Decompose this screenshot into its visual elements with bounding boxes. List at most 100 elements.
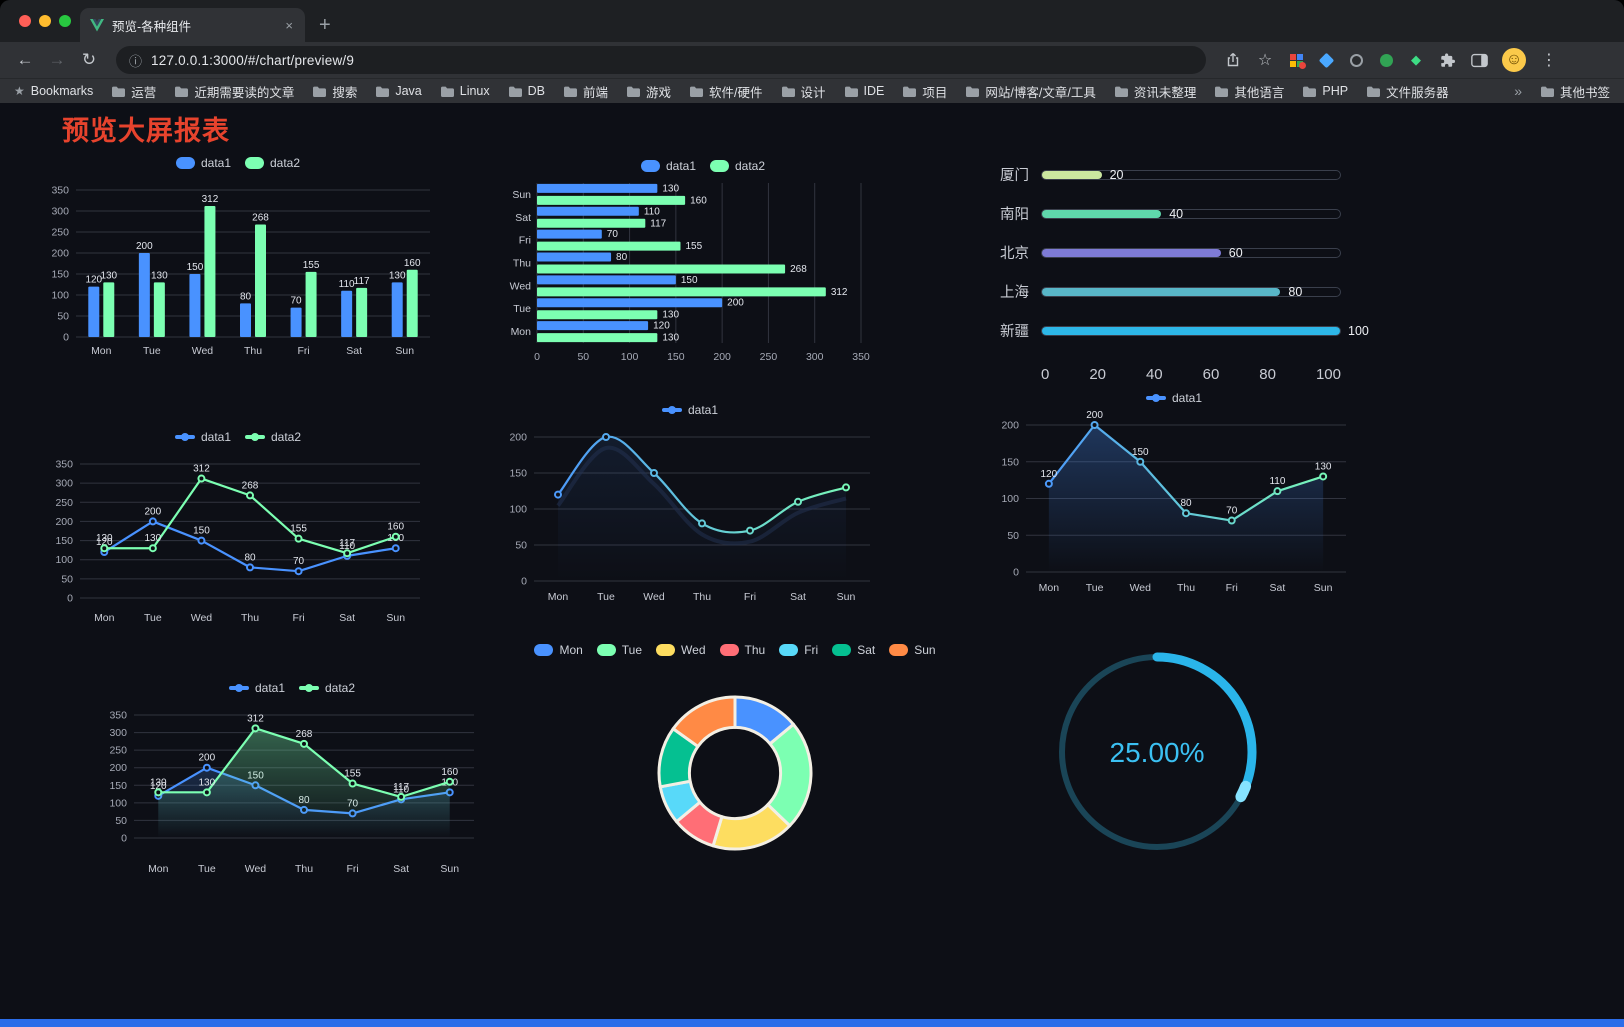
legend-item[interactable]: data1 bbox=[661, 403, 718, 417]
legend-item[interactable]: Sun bbox=[889, 643, 936, 657]
svg-text:Sat: Sat bbox=[1270, 582, 1286, 594]
bookmark-folder[interactable]: 前端 bbox=[563, 82, 608, 101]
capsule-track[interactable]: 80 bbox=[1041, 285, 1341, 299]
menu-icon[interactable]: ⋮ bbox=[1541, 52, 1557, 69]
capsule-track[interactable]: 60 bbox=[1041, 246, 1341, 260]
bookmark-folder[interactable]: Java bbox=[375, 84, 422, 98]
svg-text:Thu: Thu bbox=[1177, 582, 1195, 594]
svg-text:Fri: Fri bbox=[297, 345, 309, 357]
forward-button[interactable]: → bbox=[48, 50, 66, 69]
svg-text:300: 300 bbox=[55, 478, 73, 490]
capsule-track[interactable]: 20 bbox=[1041, 168, 1341, 182]
progress-ring-canvas[interactable]: 25.00% bbox=[1040, 645, 1274, 859]
legend-item[interactable]: data1 bbox=[228, 681, 285, 695]
svg-text:Mon: Mon bbox=[94, 612, 115, 624]
bookmark-folder[interactable]: 运营 bbox=[111, 82, 156, 101]
legend-item[interactable]: data1 bbox=[174, 430, 231, 444]
tab-close-icon[interactable]: × bbox=[285, 17, 293, 33]
site-info-icon[interactable]: ⓘ bbox=[129, 53, 143, 69]
bookmark-folder[interactable]: 文件服务器 bbox=[1366, 82, 1449, 101]
bookmark-folder[interactable]: 设计 bbox=[781, 82, 826, 101]
bookmark-folder[interactable]: PHP bbox=[1302, 84, 1348, 98]
minimize-window-button[interactable] bbox=[39, 15, 51, 27]
svg-text:312: 312 bbox=[202, 194, 219, 205]
svg-text:50: 50 bbox=[515, 540, 527, 552]
axis-tick-label: 40 bbox=[1145, 366, 1163, 383]
browser-tab[interactable]: 预览-各种组件 × bbox=[80, 8, 305, 42]
capsule-track[interactable]: 100 bbox=[1041, 324, 1369, 338]
legend-item[interactable]: data1 bbox=[1145, 391, 1202, 405]
share-icon[interactable] bbox=[1220, 52, 1246, 68]
bookmarks-overflow-chevron[interactable]: » bbox=[1514, 83, 1522, 99]
new-tab-button[interactable]: + bbox=[319, 14, 331, 36]
bar-chart-canvas[interactable]: 050100150200250300350Mon120130Tue200130W… bbox=[38, 174, 438, 361]
legend-label: data1 bbox=[665, 159, 696, 173]
folder-icon bbox=[174, 86, 189, 97]
legend-label: Mon bbox=[559, 643, 583, 657]
bookmark-folder[interactable]: 软件/硬件 bbox=[689, 82, 763, 101]
bookmark-folder[interactable]: 资讯未整理 bbox=[1114, 82, 1196, 101]
zoom-window-button[interactable] bbox=[59, 15, 71, 27]
address-bar[interactable]: ⓘ 127.0.0.1:3000/#/chart/preview/9 bbox=[116, 46, 1206, 74]
svg-text:300: 300 bbox=[806, 351, 824, 363]
donut-canvas[interactable] bbox=[545, 661, 925, 873]
reload-button[interactable]: ↻ bbox=[81, 50, 97, 69]
back-button[interactable]: ← bbox=[16, 50, 34, 69]
sidebar-icon[interactable] bbox=[1466, 53, 1492, 68]
close-window-button[interactable] bbox=[19, 15, 31, 27]
bookmark-star-icon[interactable]: ☆ bbox=[1257, 52, 1273, 69]
legend-item[interactable]: Mon bbox=[534, 643, 583, 657]
area-line-canvas[interactable]: 0 50 100 150 200 Mon Tue Wed Thu Fri Sat Sun 120 200 1… bbox=[988, 409, 1360, 598]
area-line-chart: data1 0 50 100 150 200 Mon Tue Wed Thu Fri Sat Sun 1… bbox=[988, 387, 1360, 598]
dual-area-canvas[interactable]: 0 50 100 150 200 250 300 350 Mon Tue Wed Thu Fri Sat S… bbox=[96, 699, 488, 879]
extension-icon-dark[interactable] bbox=[1344, 50, 1368, 70]
bookmark-folder[interactable]: 其他语言 bbox=[1214, 82, 1284, 101]
notification-badge bbox=[1299, 62, 1306, 69]
legend-item[interactable]: Tue bbox=[596, 643, 642, 657]
other-bookmarks-folder[interactable]: 其他书签 bbox=[1540, 82, 1610, 101]
bookmark-folder[interactable]: 搜索 bbox=[312, 82, 357, 101]
bookmark-label: 运营 bbox=[131, 85, 157, 100]
legend-item[interactable]: data1 bbox=[175, 156, 231, 170]
folder-icon bbox=[563, 86, 578, 97]
extension-icon-grid[interactable] bbox=[1284, 50, 1308, 70]
bookmark-folder[interactable]: IDE bbox=[844, 84, 884, 98]
bookmarks-root[interactable]: ★ Bookmarks bbox=[14, 84, 93, 98]
capsule-track[interactable]: 40 bbox=[1041, 207, 1341, 221]
extension-icon-blue[interactable] bbox=[1314, 50, 1338, 70]
smooth-line-canvas[interactable]: 0 50 100 150 200 Mon Tue Wed Thu Fri Sat Sun bbox=[496, 421, 884, 607]
legend-item[interactable]: Thu bbox=[719, 643, 765, 657]
legend-marker bbox=[175, 157, 195, 169]
svg-text:0: 0 bbox=[63, 332, 69, 344]
svg-text:200: 200 bbox=[509, 432, 527, 444]
legend-item[interactable]: data2 bbox=[245, 156, 300, 170]
profile-avatar[interactable]: ☺ bbox=[1502, 48, 1526, 72]
extension-icon-star[interactable]: ◆ bbox=[1411, 52, 1421, 67]
bookmark-folder[interactable]: Linux bbox=[440, 84, 490, 98]
dual-area-line-chart: data1 data2 0 50 100 150 200 250 300 350 Mon Tue We… bbox=[96, 677, 488, 879]
extensions-puzzle-icon[interactable] bbox=[1434, 52, 1460, 69]
legend-item[interactable]: data2 bbox=[245, 430, 301, 444]
svg-text:Tue: Tue bbox=[143, 345, 161, 357]
bookmark-folder[interactable]: 网站/博客/文章/工具 bbox=[965, 82, 1096, 101]
bookmark-folder[interactable]: 近期需要读的文章 bbox=[174, 82, 294, 101]
extension-icon-green[interactable] bbox=[1374, 50, 1398, 70]
bookmark-folder[interactable]: 游戏 bbox=[626, 82, 671, 101]
line-chart-canvas[interactable]: 0 50 100 150 200 250 300 350 Mon Tue Wed Thu Fri Sat S… bbox=[42, 448, 434, 628]
bookmark-folder[interactable]: 项目 bbox=[902, 82, 947, 101]
svg-text:250: 250 bbox=[109, 745, 127, 757]
legend-item[interactable]: Sat bbox=[832, 643, 875, 657]
legend-item[interactable]: Wed bbox=[656, 643, 706, 657]
svg-text:Fri: Fri bbox=[519, 235, 531, 247]
svg-text:Thu: Thu bbox=[244, 345, 262, 357]
bookmark-folder[interactable]: DB bbox=[508, 84, 545, 98]
legend-item[interactable]: Fri bbox=[779, 643, 818, 657]
legend-item[interactable]: data1 bbox=[640, 159, 696, 173]
capsule-category-label: 南阳 bbox=[1000, 207, 1029, 223]
svg-text:200: 200 bbox=[55, 516, 73, 528]
legend-item[interactable]: data2 bbox=[299, 681, 355, 695]
legend-label: data2 bbox=[271, 430, 302, 444]
legend-item[interactable]: data2 bbox=[710, 159, 765, 173]
svg-text:80: 80 bbox=[1180, 498, 1192, 509]
